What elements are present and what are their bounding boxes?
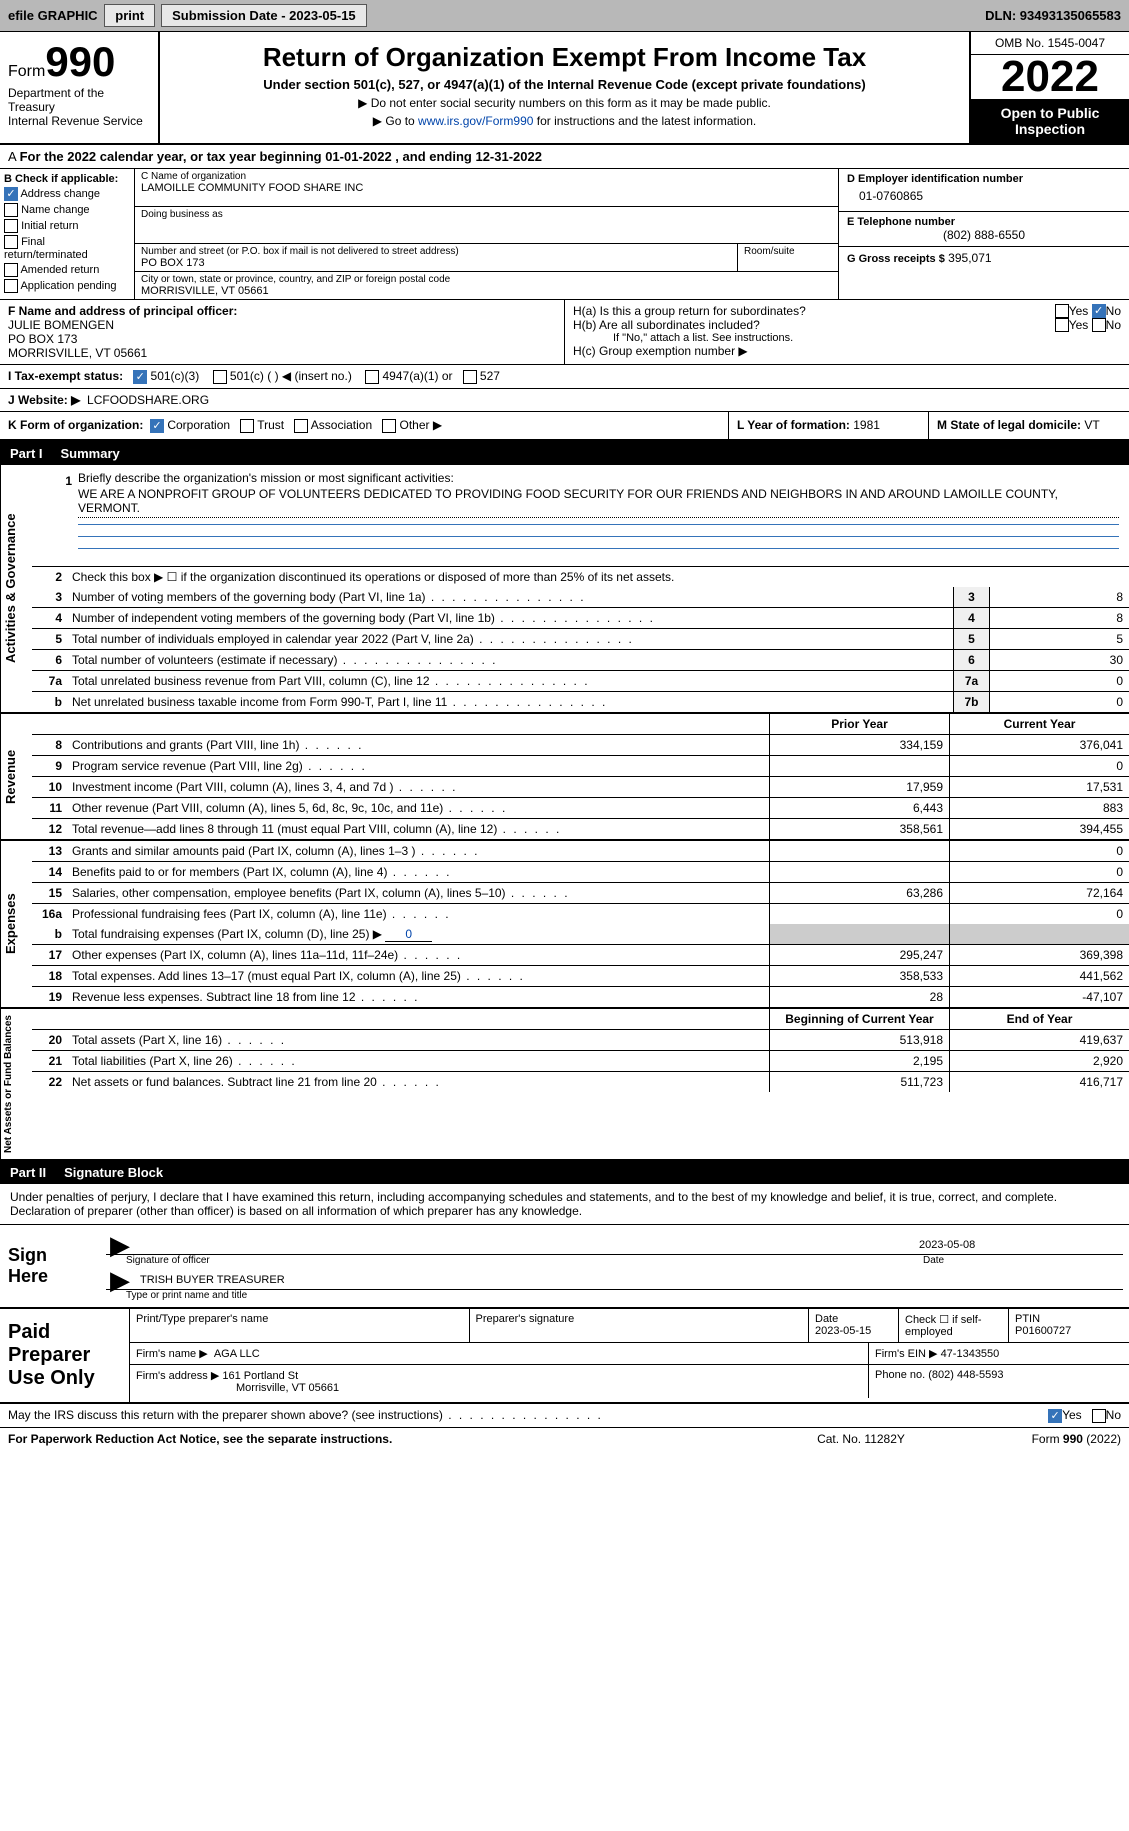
sig-arrow-icon: ▶ <box>110 1274 140 1287</box>
summary-line: 17 Other expenses (Part IX, column (A), … <box>32 945 1129 966</box>
vlabel-governance: Activities & Governance <box>0 465 32 712</box>
summary-line: 5 Total number of individuals employed i… <box>32 629 1129 650</box>
org-city: MORRISVILLE, VT 05661 <box>141 285 832 297</box>
revenue-col-header: Prior Year Current Year <box>32 714 1129 735</box>
sig-arrow-icon: ▶ <box>110 1239 140 1252</box>
section-net-assets: Net Assets or Fund Balances Beginning of… <box>0 1009 1129 1161</box>
tax-year: 2022 <box>971 55 1129 99</box>
org-name: LAMOILLE COMMUNITY FOOD SHARE INC <box>141 182 832 194</box>
ein-value: 01-0760865 <box>847 185 1121 207</box>
submission-date-button[interactable]: Submission Date - 2023-05-15 <box>161 4 367 27</box>
summary-line: 3 Number of voting members of the govern… <box>32 587 1129 608</box>
line-16b: b Total fundraising expenses (Part IX, c… <box>32 924 1129 945</box>
website-url: LCFOODSHARE.ORG <box>87 393 209 407</box>
summary-line: b Net unrelated business taxable income … <box>32 692 1129 712</box>
website-note: Go to www.irs.gov/Form990 for instructio… <box>172 114 957 128</box>
dln-label: DLN: 93493135065583 <box>985 8 1121 23</box>
dept-label: Department of the Treasury <box>8 86 150 114</box>
summary-line: 11 Other revenue (Part VIII, column (A),… <box>32 798 1129 819</box>
officer-signature-name: TRISH BUYER TREASURER <box>140 1274 285 1287</box>
efile-label: efile GRAPHIC <box>8 8 98 23</box>
summary-line: 13 Grants and similar amounts paid (Part… <box>32 841 1129 862</box>
open-inspection-badge: Open to Public Inspection <box>971 99 1129 143</box>
top-toolbar: efile GRAPHIC print Submission Date - 20… <box>0 0 1129 32</box>
section-revenue: Revenue Prior Year Current Year 8 Contri… <box>0 714 1129 841</box>
summary-line: 16a Professional fundraising fees (Part … <box>32 904 1129 924</box>
part-2-header: Part II Signature Block <box>0 1161 1129 1184</box>
block-c: C Name of organization LAMOILLE COMMUNIT… <box>135 169 839 299</box>
summary-line: 20 Total assets (Part X, line 16) 513,91… <box>32 1030 1129 1051</box>
form-subtitle: Under section 501(c), 527, or 4947(a)(1)… <box>172 77 957 92</box>
vlabel-expenses: Expenses <box>0 841 32 1007</box>
summary-line: 15 Salaries, other compensation, employe… <box>32 883 1129 904</box>
irs-link[interactable]: www.irs.gov/Form990 <box>418 114 533 128</box>
form-number: Form990 <box>8 38 150 86</box>
summary-line: 22 Net assets or fund balances. Subtract… <box>32 1072 1129 1092</box>
summary-line: 8 Contributions and grants (Part VIII, l… <box>32 735 1129 756</box>
sign-here-block: Sign Here ▶ 2023-05-08 Signature of offi… <box>0 1225 1129 1309</box>
summary-line: 21 Total liabilities (Part X, line 26) 2… <box>32 1051 1129 1072</box>
vlabel-revenue: Revenue <box>0 714 32 839</box>
block-d: D Employer identification number 01-0760… <box>839 169 1129 299</box>
calendar-year-row: A For the 2022 calendar year, or tax yea… <box>0 145 1129 169</box>
form-header: Form990 Department of the Treasury Inter… <box>0 32 1129 145</box>
check-final-return[interactable]: Final return/terminated <box>4 235 130 261</box>
check-address-change[interactable]: ✓ Address change <box>4 187 130 201</box>
form-footer: For Paperwork Reduction Act Notice, see … <box>0 1428 1129 1450</box>
summary-line: 7a Total unrelated business revenue from… <box>32 671 1129 692</box>
telephone: (802) 888-6550 <box>847 228 1121 242</box>
summary-line: 10 Investment income (Part VIII, column … <box>32 777 1129 798</box>
block-f: F Name and address of principal officer:… <box>0 300 565 364</box>
paid-preparer-block: Paid Preparer Use Only Print/Type prepar… <box>0 1309 1129 1404</box>
row-i-tax-status: I Tax-exempt status: ✓ 501(c)(3) 501(c) … <box>0 365 1129 389</box>
ssn-warning: Do not enter social security numbers on … <box>172 96 957 110</box>
net-col-header: Beginning of Current Year End of Year <box>32 1009 1129 1030</box>
officer-name: JULIE BOMENGEN <box>8 318 556 332</box>
signature-declaration: Under penalties of perjury, I declare th… <box>0 1184 1129 1225</box>
summary-line: 6 Total number of volunteers (estimate i… <box>32 650 1129 671</box>
section-governance: Activities & Governance 1 Briefly descri… <box>0 465 1129 714</box>
summary-line: 14 Benefits paid to or for members (Part… <box>32 862 1129 883</box>
officer-group-block: F Name and address of principal officer:… <box>0 300 1129 365</box>
summary-line: 9 Program service revenue (Part VIII, li… <box>32 756 1129 777</box>
summary-line: 4 Number of independent voting members o… <box>32 608 1129 629</box>
print-button[interactable]: print <box>104 4 155 27</box>
row-j-website: J Website: ▶ LCFOODSHARE.ORG <box>0 389 1129 412</box>
part-1-header: Part I Summary <box>0 442 1129 465</box>
check-initial-return[interactable]: Initial return <box>4 219 130 233</box>
mission-text: WE ARE A NONPROFIT GROUP OF VOLUNTEERS D… <box>78 485 1119 518</box>
firm-ein: 47-1343550 <box>941 1348 1000 1360</box>
ptin: P01600727 <box>1015 1325 1071 1337</box>
gross-receipts: 395,071 <box>948 251 991 265</box>
check-amended-return[interactable]: Amended return <box>4 263 130 277</box>
check-name-change[interactable]: Name change <box>4 203 130 217</box>
vlabel-net-assets: Net Assets or Fund Balances <box>0 1009 32 1159</box>
check-app-pending[interactable]: Application pending <box>4 279 130 293</box>
section-expenses: Expenses 13 Grants and similar amounts p… <box>0 841 1129 1009</box>
row-klm: K Form of organization: ✓ Corporation Tr… <box>0 412 1129 442</box>
block-h: H(a) Is this a group return for subordin… <box>565 300 1129 364</box>
summary-line: 18 Total expenses. Add lines 13–17 (must… <box>32 966 1129 987</box>
identity-block: B Check if applicable: ✓ Address change … <box>0 169 1129 300</box>
may-irs-discuss-row: May the IRS discuss this return with the… <box>0 1404 1129 1428</box>
irs-label: Internal Revenue Service <box>8 114 150 128</box>
firm-name: AGA LLC <box>214 1348 260 1360</box>
block-b-checkboxes: B Check if applicable: ✓ Address change … <box>0 169 135 299</box>
form-id-footer: Form 990 (2022) <box>961 1432 1121 1446</box>
org-street: PO BOX 173 <box>141 257 731 269</box>
summary-line: 12 Total revenue—add lines 8 through 11 … <box>32 819 1129 839</box>
mission-block: 1 Briefly describe the organization's mi… <box>32 465 1129 567</box>
summary-line: 19 Revenue less expenses. Subtract line … <box>32 987 1129 1007</box>
form-title: Return of Organization Exempt From Incom… <box>172 42 957 73</box>
firm-phone: (802) 448-5593 <box>928 1369 1003 1381</box>
